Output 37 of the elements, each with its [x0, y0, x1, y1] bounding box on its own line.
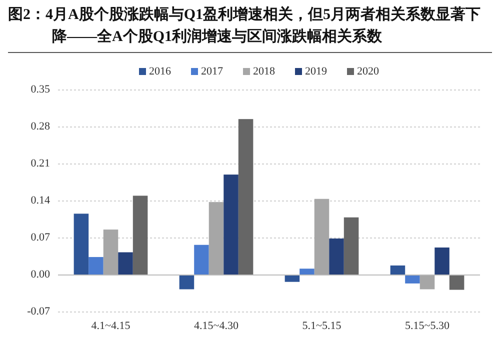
bar — [390, 265, 406, 275]
bar — [405, 275, 420, 284]
bar — [284, 275, 300, 282]
legend-label: 2018 — [253, 66, 276, 78]
legend-label: 2017 — [201, 66, 224, 78]
y-tick-label: 0.00 — [30, 268, 50, 281]
bar — [329, 238, 344, 275]
bar — [74, 214, 89, 275]
x-tick-label: 5.1~5.15 — [302, 320, 342, 332]
bar — [420, 275, 435, 290]
bar — [314, 198, 330, 275]
y-tick-label: 0.35 — [30, 84, 50, 96]
bar — [238, 119, 254, 275]
y-tick-label: -0.07 — [27, 306, 50, 318]
y-tick-label: 0.07 — [30, 232, 50, 244]
x-tick-label: 4.15~4.30 — [194, 320, 239, 332]
bar — [434, 248, 450, 275]
bar — [300, 268, 314, 275]
bar — [224, 174, 238, 275]
y-tick-label: 0.14 — [30, 194, 50, 207]
bar — [132, 196, 148, 275]
legend-label: 2016 — [149, 66, 172, 78]
bar — [194, 244, 209, 275]
legend-label: 2019 — [305, 66, 328, 78]
bar — [344, 217, 359, 275]
x-tick-label: 5.15~5.30 — [405, 320, 450, 332]
legend-label: 2020 — [357, 66, 380, 78]
x-tick-label: 4.1~4.15 — [91, 320, 131, 332]
bar — [179, 275, 194, 290]
chart-title: 图2：4月A股个股涨跌幅与Q1盈利增速相关，但5月两者相关系数显著下降——全A个股Q1利润增速与区间涨跌幅相关系数 — [8, 4, 492, 53]
bar — [88, 257, 104, 275]
bar — [449, 275, 464, 290]
bar — [103, 230, 118, 275]
y-tick-label: 0.21 — [30, 158, 50, 170]
bar — [118, 252, 133, 275]
y-tick-label: 0.28 — [30, 120, 50, 133]
bar — [208, 202, 224, 275]
